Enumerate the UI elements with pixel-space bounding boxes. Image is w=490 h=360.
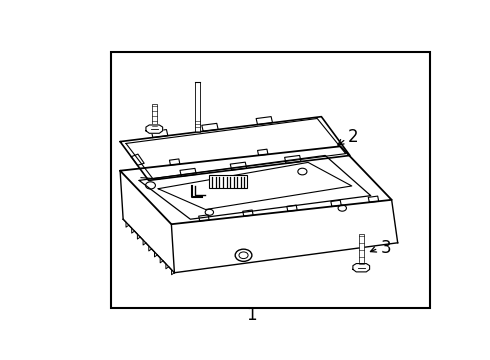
- Bar: [151, 104, 157, 127]
- Polygon shape: [146, 125, 163, 133]
- Polygon shape: [353, 264, 369, 272]
- Bar: [196, 82, 200, 132]
- Text: 3: 3: [380, 239, 391, 257]
- Text: 1: 1: [246, 306, 256, 324]
- Bar: [209, 175, 247, 188]
- Text: 2: 2: [348, 129, 359, 147]
- Bar: [359, 234, 364, 266]
- Bar: [111, 51, 430, 308]
